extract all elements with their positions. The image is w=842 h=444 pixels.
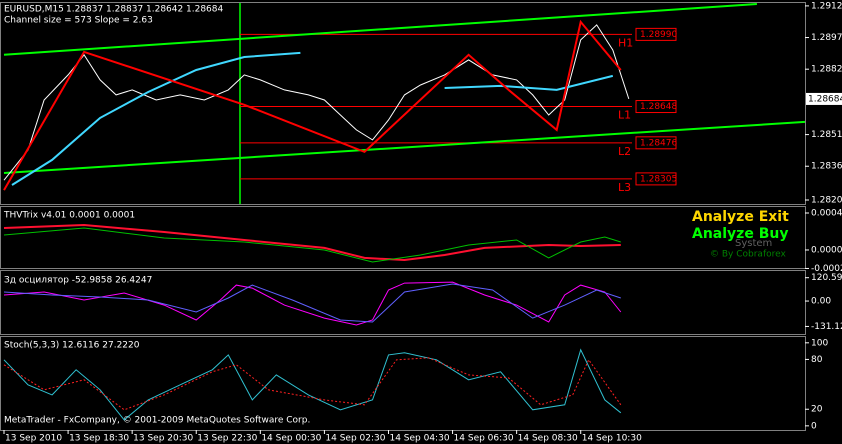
- level-name: L2: [618, 145, 631, 158]
- x-tick-label: 13 Sep 20:30: [133, 434, 193, 444]
- level-box: [635, 100, 677, 114]
- series-line: [3, 283, 621, 323]
- indicator-title: Stoch(5,3,3) 12.6116 27.2220: [4, 341, 140, 351]
- y-tick-label: 1.28825: [811, 65, 842, 75]
- indicator-title: THVTrix v4.01 0.0001 0.0001: [3, 211, 135, 221]
- ohlc-value: 1.28837: [66, 5, 103, 15]
- level-value: 1.28990: [640, 30, 677, 40]
- y-tick-label: 0.00: [811, 297, 831, 307]
- panel-frame: [0, 2, 806, 205]
- x-tick-label: 14 Sep 00:30: [261, 434, 321, 444]
- y-tick-label: 80: [811, 355, 823, 365]
- last-price-box: [806, 92, 842, 105]
- last-price-label: 1.28684: [808, 94, 842, 104]
- level-box: [635, 172, 677, 186]
- x-tick-label: 14 Sep 08:30: [518, 434, 578, 444]
- x-tick-label: 13 Sep 2010: [5, 434, 62, 444]
- ohlc-value: 1.28642: [146, 5, 183, 15]
- series-line: [3, 19, 622, 191]
- indicator-title: Зд осцилятор -52.9858 26.4247: [4, 276, 152, 286]
- x-tick-label: 14 Sep 06:30: [454, 434, 514, 444]
- watermark: © By Cobraforex: [710, 250, 786, 260]
- footer: MetaTrader - FxCompany, © 2001-2009 Meta…: [4, 416, 310, 426]
- y-tick-label: 1.28205: [811, 195, 842, 205]
- channel-info: Channel size = 573 Slope = 2.63: [4, 16, 153, 26]
- y-tick-label: 0.0004: [811, 209, 842, 219]
- series-line: [3, 24, 630, 181]
- series-line: [3, 357, 622, 411]
- y-tick-label: 1.28365: [811, 162, 842, 172]
- level-name: L3: [618, 181, 631, 194]
- y-tick-label: -0.0002: [811, 264, 842, 274]
- y-tick-label: 1.28515: [811, 130, 842, 140]
- level-box: [635, 136, 677, 150]
- y-tick-label: -131.12: [811, 322, 842, 332]
- y-tick-label: 1.29125: [811, 1, 842, 11]
- panel-frame: [0, 270, 806, 335]
- y-tick-label: 1.28975: [811, 33, 842, 43]
- level-value: 1.28476: [640, 138, 677, 148]
- y-tick-label: 0.00000: [811, 245, 842, 255]
- x-tick-label: 14 Sep 04:30: [389, 434, 449, 444]
- series-line: [3, 3, 757, 56]
- series-line: [3, 120, 806, 174]
- watermark: System: [735, 238, 772, 249]
- x-tick-label: 14 Sep 02:30: [325, 434, 385, 444]
- level-value: 1.28648: [640, 102, 677, 112]
- level-name: L1: [618, 109, 631, 122]
- series-line: [3, 348, 622, 421]
- level-name: H1: [618, 36, 633, 49]
- panel-frame: [0, 336, 806, 431]
- watermark: Analyze Buy: [692, 226, 788, 242]
- y-tick-label: 20: [811, 405, 823, 415]
- x-tick-label: 13 Sep 22:30: [197, 434, 257, 444]
- series-line: [3, 223, 621, 262]
- ohlc-value: 1.28684: [186, 5, 223, 15]
- x-tick-label: 14 Sep 10:30: [582, 434, 642, 444]
- symbol: EURUSD,M15: [4, 5, 64, 15]
- watermark: Analyze Exit: [692, 209, 789, 225]
- level-value: 1.28305: [640, 174, 677, 184]
- panel-frame: [0, 206, 806, 269]
- ohlc-value: 1.28837: [106, 5, 143, 15]
- series-line: [3, 227, 621, 263]
- level-box: [635, 27, 677, 41]
- y-tick-label: 100: [811, 338, 828, 348]
- y-tick-label: 0: [811, 421, 817, 431]
- series-line: [11, 51, 614, 186]
- y-tick-label: 120.5945: [811, 273, 842, 283]
- x-tick-label: 13 Sep 18:30: [69, 434, 129, 444]
